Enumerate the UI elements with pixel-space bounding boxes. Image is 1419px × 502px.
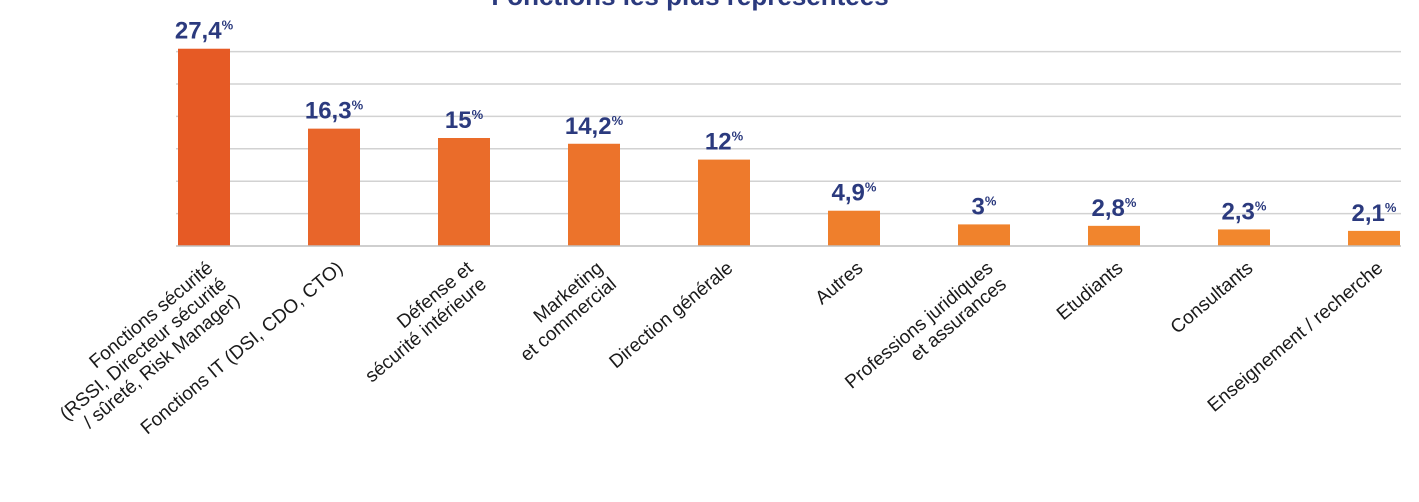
data-label: 15% (445, 107, 484, 134)
bar (698, 159, 750, 246)
data-label: 4,9% (832, 180, 877, 207)
data-label: 16,3% (305, 98, 364, 125)
category-label: Fonctions sécurité(RSSI, Directeur sécur… (43, 258, 244, 441)
data-label: 12% (705, 129, 744, 156)
data-label: 3% (972, 193, 997, 220)
value-labels: 27,4% 16,3% 15% 14,2% 12% 4,9% 3% 2,8% 2,3% 2,1% (175, 18, 1397, 227)
category-labels: Fonctions sécurité(RSSI, Directeur sécur… (43, 257, 1387, 441)
category-label: Marketinget commercial (503, 258, 621, 366)
bar (828, 210, 880, 246)
category-label: Etudiants (1053, 258, 1127, 325)
data-label: 2,3% (1222, 198, 1267, 225)
bar (308, 128, 360, 246)
bar (1088, 225, 1140, 246)
bar (958, 224, 1010, 246)
chart-title: Fonctions les plus représentées (491, 0, 888, 11)
bar (438, 138, 490, 246)
category-label: Direction générale (606, 258, 738, 373)
category-label: Autres (812, 258, 868, 309)
data-label: 14,2% (565, 113, 624, 140)
category-label: Défense etsécurité intérieure (348, 257, 491, 387)
data-label: 2,1% (1352, 200, 1397, 227)
bar (1218, 229, 1270, 246)
bar (568, 143, 620, 246)
gridlines (176, 50, 1401, 215)
bar (178, 48, 230, 246)
category-label: Professions juridiqueset assurances (841, 258, 1010, 410)
bar (1348, 230, 1400, 246)
data-label: 27,4% (175, 18, 234, 45)
category-label: Consultants (1167, 258, 1257, 339)
bars (178, 48, 1400, 246)
data-label: 2,8% (1092, 195, 1137, 222)
